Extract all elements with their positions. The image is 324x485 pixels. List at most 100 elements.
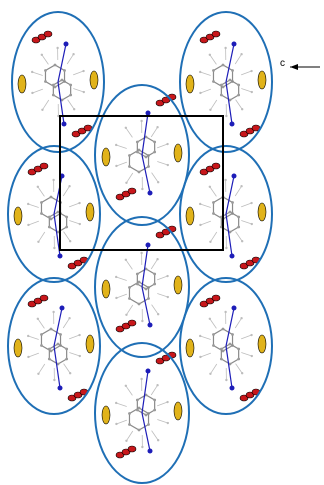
hydrogen-atom xyxy=(166,421,169,425)
molecule-ellipse xyxy=(179,11,273,153)
carbon-atom xyxy=(69,83,73,87)
hydrogen-atom xyxy=(52,310,55,314)
carbon-atom xyxy=(212,333,215,336)
carbon-atom xyxy=(221,349,225,353)
carbon-atom xyxy=(153,408,157,412)
h-bond-line xyxy=(63,363,71,374)
h-bond-line xyxy=(126,430,134,442)
carbon-atom xyxy=(56,210,60,214)
hydrogen-atom xyxy=(156,313,160,316)
hydrogen-atom xyxy=(37,240,40,243)
hydrogen-atom xyxy=(166,295,169,299)
molecule-9 xyxy=(94,342,190,484)
carbon-atom xyxy=(219,83,223,87)
h-bond-line xyxy=(69,220,80,225)
carbon-atom xyxy=(128,154,131,157)
carbon-atom xyxy=(49,327,53,331)
carbon-atom xyxy=(237,83,241,87)
sulfur-atom xyxy=(17,74,27,94)
carbon-atom xyxy=(144,413,148,417)
hydrogen-atom xyxy=(68,240,72,243)
nitrogen-atom xyxy=(147,190,153,196)
h-bond-line xyxy=(116,293,127,299)
carbon-atom xyxy=(212,212,215,215)
h-bond-line xyxy=(241,334,252,340)
h-bond-line xyxy=(28,203,39,208)
sulfur-atom xyxy=(185,74,195,94)
carbon-atom xyxy=(135,140,139,144)
hydrogen-atom xyxy=(115,401,118,405)
hydrogen-atom xyxy=(57,114,60,118)
carbon-atom xyxy=(237,357,241,361)
carbon-atom xyxy=(51,83,55,87)
nitrogen-atom xyxy=(61,121,67,127)
hydrogen-atom xyxy=(115,164,118,168)
carbon-atom xyxy=(219,347,223,351)
oxygen-atom xyxy=(211,294,221,302)
hydrogen-atom xyxy=(166,400,169,404)
sulfur-atom xyxy=(101,279,111,299)
hydrogen-atom xyxy=(27,223,30,227)
nitrogen-atom xyxy=(63,41,69,47)
h-bond-line xyxy=(210,363,218,375)
carbon-atom xyxy=(153,272,157,276)
carbon-atom xyxy=(221,63,225,67)
carbon-atom xyxy=(231,333,234,336)
oxygen-atom xyxy=(39,294,49,302)
h-bond-line xyxy=(116,402,127,407)
sulfur-atom xyxy=(101,147,111,167)
nitrogen-atom xyxy=(229,121,235,127)
hydrogen-atom xyxy=(199,334,202,338)
carbon-atom xyxy=(65,357,69,361)
carbon-atom xyxy=(237,215,241,219)
h-bond-line xyxy=(157,161,168,166)
carbon-atom xyxy=(135,272,139,276)
carbon-atom xyxy=(228,230,232,234)
sulfur-atom xyxy=(13,206,23,226)
carbon-atom xyxy=(56,230,60,234)
carbon-atom xyxy=(135,150,139,154)
hydrogen-atom xyxy=(72,108,76,111)
carbon-atom xyxy=(40,212,43,215)
carbon-atom xyxy=(228,342,232,346)
carbon-atom xyxy=(231,201,234,204)
carbon-atom xyxy=(221,85,225,89)
hydrogen-atom xyxy=(250,222,253,226)
hydrogen-atom xyxy=(78,354,81,358)
carbon-atom xyxy=(212,80,215,83)
carbon-atom xyxy=(219,357,223,361)
carbon-atom xyxy=(228,98,232,102)
carbon-atom xyxy=(137,148,141,152)
hydrogen-atom xyxy=(36,317,40,320)
hydrogen-atom xyxy=(115,143,118,147)
hydrogen-atom xyxy=(115,296,118,300)
hydrogen-atom xyxy=(156,181,160,184)
molecule-ellipse xyxy=(7,277,101,415)
h-bond-line xyxy=(73,88,84,93)
carbon-atom xyxy=(137,280,141,284)
hydrogen-atom xyxy=(240,53,243,56)
carbon-atom xyxy=(69,93,73,97)
oxygen-atom xyxy=(211,30,221,38)
hydrogen-atom xyxy=(250,90,253,94)
carbon-atom xyxy=(65,225,69,229)
carbon-atom xyxy=(53,85,57,89)
oxygen-atom xyxy=(211,162,221,170)
h-bond-line xyxy=(210,99,218,111)
hydrogen-atom xyxy=(209,240,212,243)
h-bond-line xyxy=(116,144,127,149)
hydrogen-atom xyxy=(141,445,144,449)
molecule-ellipse xyxy=(179,277,273,415)
h-bond-line xyxy=(38,363,46,375)
n-bond xyxy=(225,175,235,215)
carbon-atom xyxy=(135,408,139,412)
h-bond-line xyxy=(241,352,252,357)
h-bond-line xyxy=(151,172,159,183)
h-bond-line xyxy=(42,99,50,111)
hydrogen-atom xyxy=(166,142,169,146)
hydrogen-atom xyxy=(125,181,128,184)
hydrogen-atom xyxy=(209,372,212,375)
hydrogen-atom xyxy=(156,126,159,129)
carbon-atom xyxy=(212,69,215,72)
